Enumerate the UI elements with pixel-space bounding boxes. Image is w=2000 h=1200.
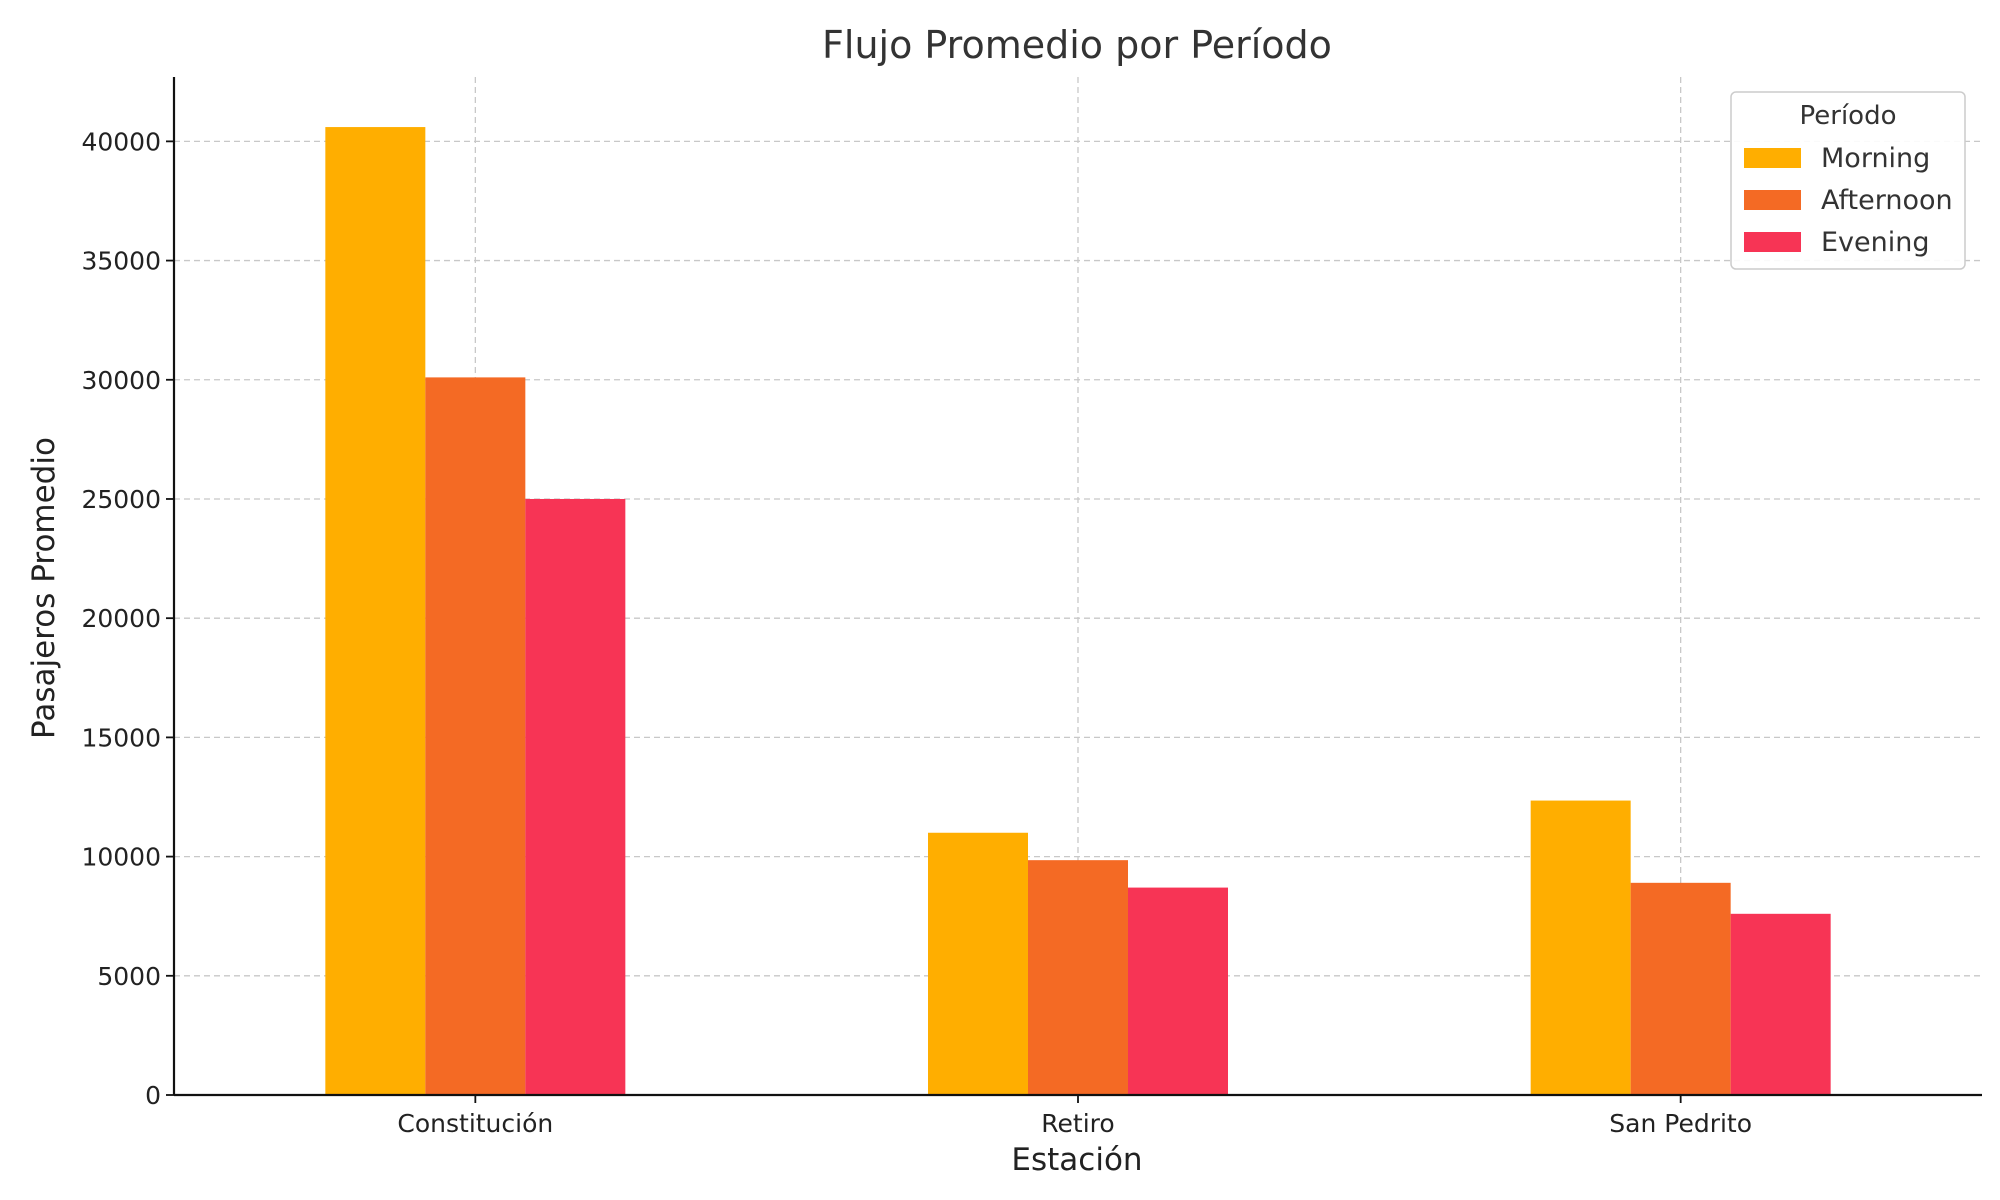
legend-label-afternoon: Afternoon (1821, 185, 1953, 216)
y-tick-label-3: 15000 (81, 723, 161, 752)
legend-items: Morning Afternoon Evening (1744, 143, 1953, 258)
bars-layer (325, 127, 1831, 1096)
bar-evening-0 (525, 498, 626, 1095)
legend-swatch-evening (1744, 232, 1801, 252)
bar-morning-0 (325, 127, 426, 1096)
y-tick-label-5: 25000 (81, 485, 161, 514)
y-tick-label-0: 0 (145, 1081, 161, 1110)
x-tick-label-0: Constitución (397, 1109, 553, 1138)
legend-swatch-morning (1744, 148, 1801, 168)
bar-afternoon-1 (1028, 860, 1128, 1095)
y-tick-label-8: 40000 (81, 127, 161, 156)
y-tick-label-1: 5000 (97, 962, 161, 991)
legend: Período Morning Afternoon Evening (1730, 91, 1966, 270)
legend-label-evening: Evening (1821, 227, 1930, 258)
bar-evening-1 (1128, 887, 1228, 1095)
bar-afternoon-0 (425, 377, 526, 1095)
y-axis-label: Pasajeros Promedio (26, 437, 62, 739)
y-tick-label-2: 10000 (81, 843, 161, 872)
bar-evening-2 (1730, 913, 1831, 1095)
legend-frame (1730, 91, 1966, 270)
y-tick-label-6: 30000 (81, 366, 161, 395)
x-tick-label-1: Retiro (1041, 1109, 1114, 1138)
legend-title: Período (1800, 101, 1897, 131)
chart-title: Flujo Promedio por Período (822, 23, 1332, 67)
legend-swatch-afternoon (1744, 190, 1801, 210)
y-tick-label-4: 20000 (81, 604, 161, 633)
bar-afternoon-2 (1630, 882, 1731, 1095)
bar-morning-1 (928, 832, 1028, 1095)
y-tick-label-7: 35000 (81, 247, 161, 276)
x-axis-label: Estación (1011, 1142, 1142, 1178)
legend-label-morning: Morning (1821, 143, 1930, 174)
x-tick-label-2: San Pedrito (1609, 1109, 1752, 1138)
bar-morning-2 (1530, 800, 1631, 1095)
ticks-layer: 0 5000 10000 15000 20000 25000 30000 35000 40000… (81, 127, 1752, 1138)
